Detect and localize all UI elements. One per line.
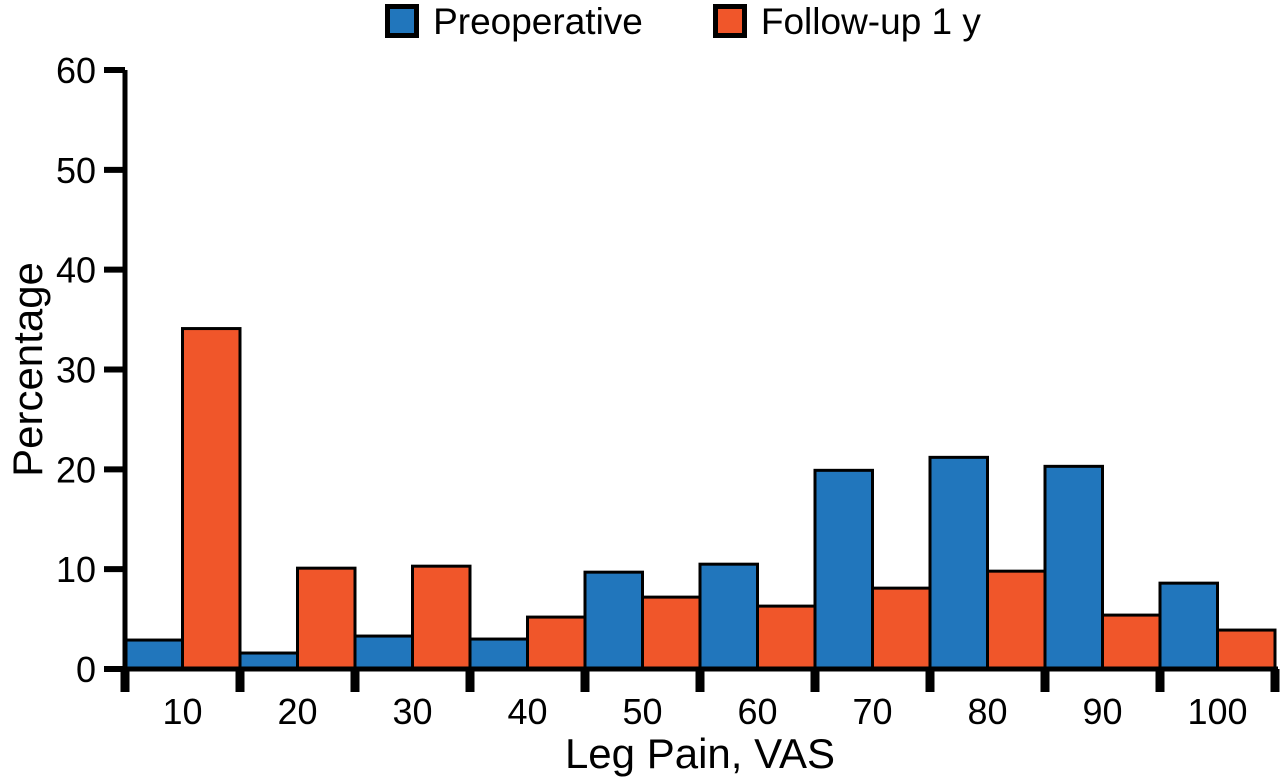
bar-followup-100 [1216, 628, 1277, 671]
bar-preoperative-60 [698, 562, 759, 671]
bar-followup-40 [526, 615, 587, 671]
bar-followup-10 [181, 327, 242, 671]
bar-preoperative-30 [353, 634, 414, 671]
bar-followup-80 [986, 569, 1047, 671]
x-tick-label: 100 [1187, 691, 1247, 732]
legend-item-followup: Follow-up 1 y [712, 0, 981, 42]
y-tick-label: 50 [56, 150, 96, 191]
bar-preoperative-90 [1043, 464, 1104, 671]
y-tick-label: 60 [56, 50, 96, 91]
x-tick-label: 10 [162, 691, 202, 732]
bar-followup-90 [1101, 613, 1162, 671]
x-tick-label: 20 [277, 691, 317, 732]
legend-item-preoperative: Preoperative [385, 3, 643, 40]
y-tick-label: 10 [56, 549, 96, 590]
followup-legend-label: Follow-up 1 y [760, 0, 981, 42]
bar-followup-20 [296, 566, 357, 671]
followup-swatch-icon [712, 4, 747, 38]
bar-followup-30 [411, 564, 472, 671]
x-tick-label: 50 [622, 691, 662, 732]
preoperative-legend-label: Preoperative [433, 0, 643, 42]
preoperative-swatch-icon [385, 4, 420, 38]
bar-preoperative-40 [468, 637, 529, 671]
legend: Preoperative Follow-up 1 y [43, 0, 1280, 42]
x-tick-label: 60 [737, 691, 777, 732]
bar-followup-50 [641, 595, 702, 671]
bar-preoperative-50 [583, 570, 644, 671]
y-tick-label: 20 [56, 449, 96, 490]
bar-preoperative-80 [928, 455, 989, 671]
x-tick-label: 40 [507, 691, 547, 732]
bar-followup-70 [871, 586, 932, 671]
bar-followup-60 [756, 604, 817, 671]
bar-preoperative-100 [1158, 581, 1219, 671]
x-tick-label: 30 [392, 691, 432, 732]
x-axis-title: Leg Pain, VAS [565, 730, 835, 777]
y-tick-label: 30 [56, 350, 96, 391]
x-tick-label: 90 [1082, 691, 1122, 732]
bar-preoperative-70 [813, 468, 874, 671]
y-tick-label: 0 [76, 649, 96, 690]
y-tick-label: 40 [56, 250, 96, 291]
x-tick-label: 70 [852, 691, 892, 732]
y-axis-title: Percentage [4, 262, 51, 477]
bar-preoperative-10 [123, 638, 184, 671]
x-tick-label: 80 [967, 691, 1007, 732]
